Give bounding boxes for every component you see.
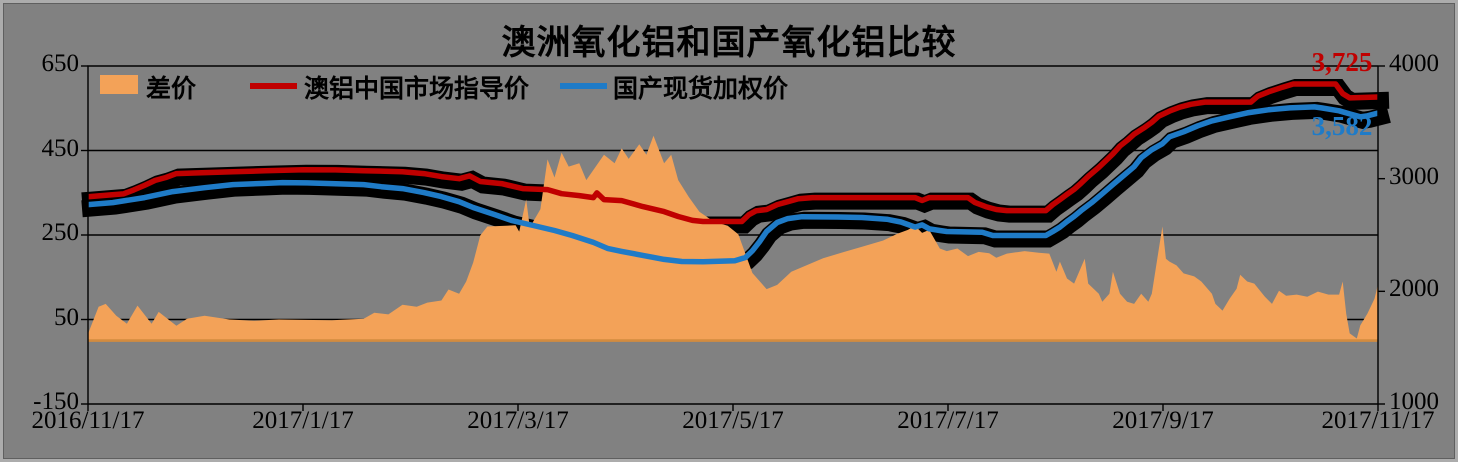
y-left-tick--150: -150 [33, 388, 79, 415]
legend-label-australian-price: 澳铝中国市场指导价 [304, 74, 530, 103]
legend-swatch-area-diff [100, 75, 138, 94]
y-left-tick-250: 250 [41, 219, 80, 246]
x-tick-0: 2016/11/17 [31, 407, 145, 434]
chart-canvas [81, 65, 1391, 411]
axis-labels: 650 450 250 50 -150 4000 3000 2000 1000 2016/11/1… [3, 3, 1455, 459]
legend: 差价 澳铝中国市场指导价 国产现货加权价 [3, 3, 1455, 459]
x-tick-1: 2017/1/17 [252, 407, 354, 434]
legend-swatch-line-domestic-price [560, 83, 607, 89]
legend-label-diff: 差价 [146, 74, 197, 103]
y-right-tick-1000: 1000 [1389, 388, 1439, 415]
x-tick-5: 2017/9/17 [1112, 407, 1214, 434]
y-right-tick-3000: 3000 [1389, 162, 1439, 190]
y-left-tick-50: 50 [54, 303, 79, 331]
legend-swatch-line-australian-price [250, 83, 297, 89]
data-label-australian-final: 3,725 [1311, 47, 1373, 77]
x-tick-4: 2017/7/17 [897, 407, 999, 434]
y-left-tick-650: 650 [41, 50, 80, 77]
legend-label-domestic-price: 国产现货加权价 [613, 74, 789, 103]
chart-title: 澳洲氧化铝和国产氧化铝比较 [501, 23, 957, 63]
x-tick-6: 2017/11/17 [1321, 407, 1435, 434]
y-right-tick-4000: 4000 [1389, 50, 1439, 77]
data-label-domestic-final: 3,582 [1311, 111, 1373, 141]
x-tick-2: 2017/3/17 [467, 407, 569, 434]
x-tick-3: 2017/5/17 [682, 407, 784, 434]
y-right-tick-2000: 2000 [1389, 275, 1439, 303]
y-left-tick-450: 450 [41, 134, 80, 162]
